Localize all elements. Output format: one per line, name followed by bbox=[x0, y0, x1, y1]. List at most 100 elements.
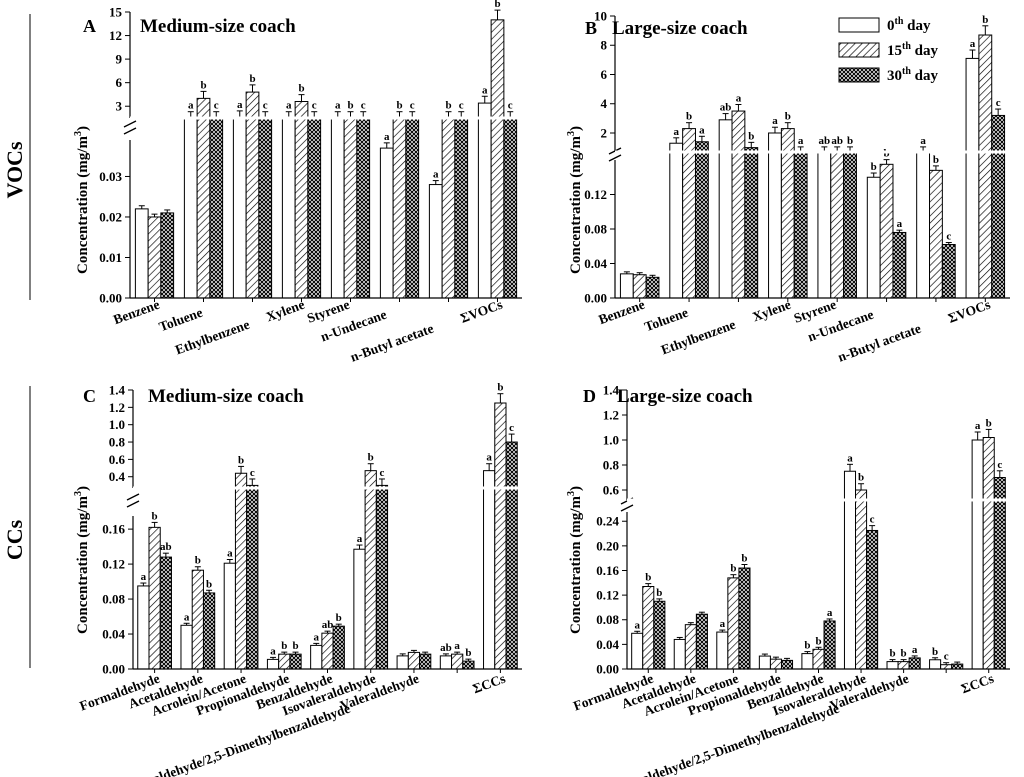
significance-letter: b bbox=[336, 612, 342, 624]
y-tick-label: 0.12 bbox=[584, 187, 607, 202]
y-tick-label: 0.6 bbox=[603, 483, 620, 498]
bar-c-acrolein-acetone-30th-day bbox=[246, 484, 259, 670]
axis-break-mark bbox=[608, 154, 622, 162]
bar-a-vocs-30th-day bbox=[503, 117, 518, 299]
bar-c-hexaldehyde-2-5-dimethylbenzaldehyde-30th-day bbox=[462, 660, 475, 670]
category-label-ccs: ΣCCs bbox=[959, 671, 996, 697]
significance-letter: ab bbox=[831, 135, 843, 147]
bar-a-toluene-0th-day bbox=[183, 117, 198, 299]
axis-break-mark bbox=[123, 127, 137, 135]
axis-break-mark bbox=[126, 500, 140, 508]
y-tick-label: 0.4 bbox=[109, 469, 126, 484]
significance-letter: a bbox=[897, 218, 903, 230]
y-tick-label: 0.00 bbox=[584, 291, 607, 306]
bar-d-propionaldehyde-0th-day bbox=[758, 655, 771, 670]
bar-b-n-undecane-15th-day bbox=[879, 163, 894, 299]
bar-c-isovaleraldehyde-30th-day bbox=[375, 484, 389, 670]
significance-letter: c bbox=[996, 97, 1001, 109]
bar-a-n-butyl-acetate-30th-day bbox=[454, 117, 469, 299]
panel-letter: C bbox=[83, 386, 96, 406]
y-tick-label: 0.24 bbox=[596, 514, 619, 529]
bar-a-n-butyl-acetate-15th-day bbox=[441, 117, 456, 299]
significance-letter: ab bbox=[322, 619, 334, 631]
y-tick-label: 0.12 bbox=[596, 588, 619, 603]
category-label-toluene: Toluene bbox=[157, 305, 205, 335]
significance-letter: ab bbox=[160, 541, 172, 553]
legend-swatch-15th bbox=[838, 42, 880, 58]
y-tick-label: 1.4 bbox=[109, 383, 126, 398]
bar-b-styrene-0th-day bbox=[817, 151, 832, 299]
significance-letter: c bbox=[263, 100, 268, 112]
bar-d-valeraldehyde-15th-day bbox=[897, 661, 910, 670]
bar-a-benzene-30th-day bbox=[160, 212, 175, 299]
bar-d-hexaldehyde-2-5-dimethylbenzaldehyde-0th-day bbox=[929, 659, 942, 670]
bar-c-isovaleraldehyde-15th-day bbox=[364, 470, 377, 670]
significance-letter: c bbox=[508, 100, 513, 112]
y-tick-label: 0.02 bbox=[99, 209, 122, 224]
bar-c-benzaldehyde-30th-day bbox=[332, 625, 345, 670]
bar-b-n-undecane-0th-day bbox=[866, 176, 881, 299]
category-label-vocs: ΣVOCs bbox=[946, 297, 992, 326]
bar-b-toluene-30th-day bbox=[694, 141, 709, 299]
bar-d-acrolein-acetone-15th-day bbox=[727, 577, 740, 670]
y-axis-label: Concentration (mg/m3) bbox=[73, 126, 91, 274]
significance-letter: c bbox=[410, 100, 415, 112]
significance-letter: b bbox=[152, 510, 158, 522]
y-tick-label: 15 bbox=[109, 5, 123, 20]
bar-d-acetaldehyde-30th-day bbox=[695, 613, 708, 670]
significance-letter: c bbox=[250, 467, 255, 479]
bar-d-propionaldehyde-15th-day bbox=[769, 658, 782, 670]
y-tick-label: 10 bbox=[594, 9, 607, 24]
y-tick-label: 8 bbox=[601, 38, 608, 53]
significance-letter: a bbox=[673, 126, 679, 138]
significance-letter: b bbox=[465, 647, 471, 659]
significance-letter: b bbox=[858, 472, 864, 484]
bar-d-ccs-15th-day bbox=[982, 437, 995, 670]
y-tick-label: 0.04 bbox=[102, 627, 125, 642]
bar-d-hexaldehyde-2-5-dimethylbenzaldehyde-15th-day bbox=[940, 664, 953, 670]
bar-d-ccs-30th-day bbox=[993, 477, 1006, 670]
panel-letter: A bbox=[83, 16, 96, 36]
significance-letter: a bbox=[912, 644, 918, 656]
significance-letter: c bbox=[380, 467, 385, 479]
y-tick-label: 0.6 bbox=[109, 452, 126, 467]
bar-c-acetaldehyde-0th-day bbox=[180, 624, 193, 670]
bar-c-valeraldehyde-0th-day bbox=[396, 655, 409, 670]
significance-letter: a bbox=[454, 640, 460, 652]
significance-letter: b bbox=[884, 148, 890, 160]
significance-letter: b bbox=[871, 161, 877, 173]
significance-letter: c bbox=[214, 100, 219, 112]
bar-b-xylene-0th-day bbox=[768, 132, 782, 299]
bar-a-n-undecane-0th-day bbox=[379, 147, 394, 299]
y-axis-label: Concentration (mg/m3) bbox=[566, 486, 584, 634]
bar-b-styrene-15th-day bbox=[830, 151, 845, 299]
significance-letter: b bbox=[730, 563, 736, 575]
bar-c-propionaldehyde-30th-day bbox=[289, 653, 302, 670]
significance-letter: ab bbox=[819, 135, 831, 147]
bar-d-acetaldehyde-0th-day bbox=[673, 638, 686, 670]
significance-letter: a bbox=[357, 533, 363, 545]
significance-letter: b bbox=[847, 135, 853, 147]
y-tick-label: 12 bbox=[109, 28, 122, 43]
significance-letter: a bbox=[227, 548, 233, 560]
bar-b-n-undecane-30th-day bbox=[892, 231, 907, 299]
bar-c-valeraldehyde-30th-day bbox=[419, 653, 432, 670]
significance-letter: b bbox=[986, 417, 992, 429]
bar-c-ccs-0th-day bbox=[483, 470, 496, 670]
significance-letter: a bbox=[634, 619, 640, 631]
y-tick-label: 1.0 bbox=[109, 417, 125, 432]
row-label-vocs: VOCs bbox=[2, 141, 27, 198]
y-tick-label: 1.4 bbox=[603, 383, 620, 398]
y-tick-label: 0.00 bbox=[102, 662, 125, 677]
bar-a-styrene-0th-day bbox=[330, 117, 345, 299]
y-tick-label: 1.2 bbox=[109, 400, 125, 415]
panel-letter: D bbox=[583, 386, 596, 406]
y-tick-label: 0.16 bbox=[596, 563, 619, 578]
y-tick-label: 0.01 bbox=[99, 250, 122, 265]
significance-letter: b bbox=[497, 382, 503, 394]
bar-b-ethylbenzene-30th-day bbox=[744, 147, 759, 299]
bar-a-toluene-15th-day bbox=[196, 97, 211, 299]
